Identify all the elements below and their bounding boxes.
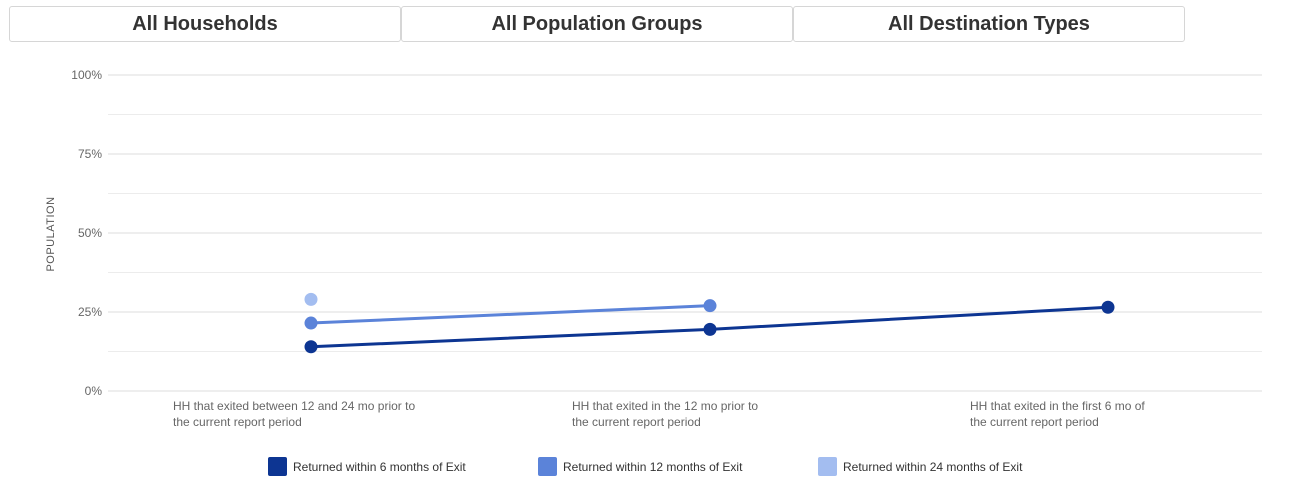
x-category-label: HH that exited in the 12 mo prior to the … [572,399,758,429]
y-tick-label: 0% [85,384,103,398]
gridlines [108,74,1262,392]
legend-label[interactable]: Returned within 12 months of Exit [563,460,743,474]
y-axis-title: POPULATION [45,196,57,271]
series-point-1[interactable] [703,322,717,336]
households-filter-button[interactable]: All Households [9,6,401,42]
series-point-2[interactable] [304,316,318,330]
series-point-1[interactable] [1101,300,1115,314]
legend-swatch[interactable] [538,457,557,476]
y-tick-label: 100% [71,68,102,82]
y-tick-label: 50% [78,226,102,240]
filter-bar: All Households All Population Groups All… [9,6,1185,42]
x-category-label: HH that exited in the first 6 mo of the c… [970,399,1145,429]
series-point-1[interactable] [304,340,318,354]
legend-label[interactable]: Returned within 6 months of Exit [293,460,466,474]
y-tick-label: 75% [78,147,102,161]
destination-types-filter-button[interactable]: All Destination Types [793,6,1185,42]
series-line-2 [310,304,711,325]
y-tick-label: 25% [78,305,102,319]
series-point-3[interactable] [304,292,318,306]
series-point-2[interactable] [703,299,717,313]
x-category-label: HH that exited between 12 and 24 mo prio… [173,399,415,429]
population-groups-filter-button[interactable]: All Population Groups [401,6,793,42]
y-axis-ticks: 0% 25% 50% 75% 100% [71,68,102,398]
legend: Returned within 6 months of Exit Returned… [268,457,1023,476]
series-points [304,292,1115,354]
legend-label[interactable]: Returned within 24 months of Exit [843,460,1023,474]
legend-swatch[interactable] [268,457,287,476]
legend-swatch[interactable] [818,457,837,476]
x-axis-categories: HH that exited between 12 and 24 mo prio… [173,399,1145,429]
